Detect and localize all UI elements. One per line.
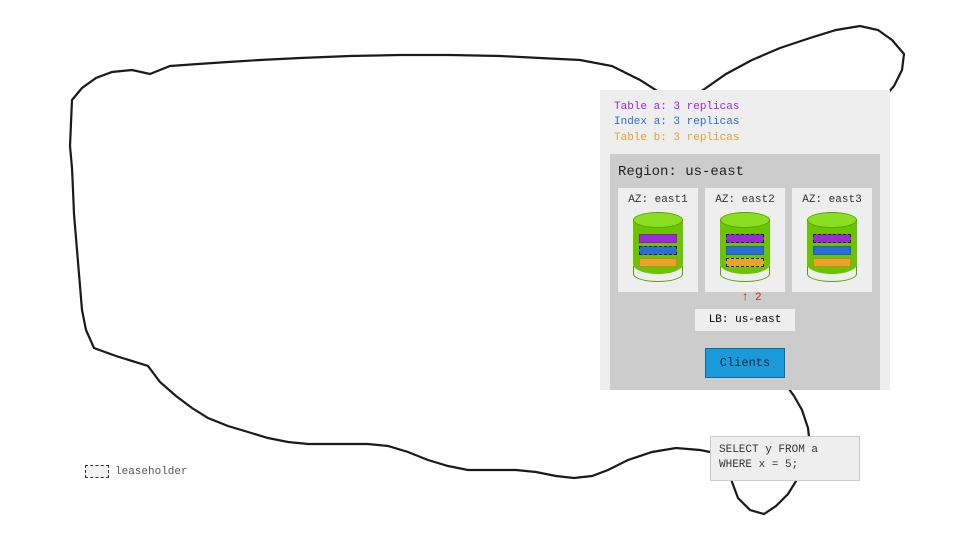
replica-stripe [813,246,851,255]
replica-legend: Table a: 3 replicasIndex a: 3 replicasTa… [610,98,880,154]
az-title: AZ: east2 [711,194,779,206]
region-title: Region: us-east [618,164,872,180]
leaseholder-swatch [85,465,109,478]
replica-stripe-leaseholder [813,234,851,243]
replica-stripe [639,234,677,243]
az-title: AZ: east3 [798,194,866,206]
route-arrow-icon: ↑ [741,290,748,304]
legend-leaseholder: leaseholder [85,465,188,478]
sql-line-2: WHERE x = 5; [719,458,851,473]
diagram-stage: leaseholder Table a: 3 replicasIndex a: … [0,0,960,540]
load-balancer-box: LB: us-east [694,308,796,332]
legend-line: Table a: 3 replicas [614,100,876,115]
database-cylinder-icon [720,212,770,282]
route-arrow-label: 2 [755,292,762,304]
route-arrow-row: ↑ 2 [618,290,872,310]
clients-button[interactable]: Clients [705,348,785,378]
sql-line-1: SELECT y FROM a [719,443,851,458]
availability-zone: AZ: east1 [618,188,698,292]
replica-stripe-leaseholder [639,246,677,255]
legend-line: Table b: 3 replicas [614,131,876,146]
availability-zone: AZ: east3 [792,188,872,292]
region-panel: Table a: 3 replicasIndex a: 3 replicasTa… [600,90,890,390]
replica-stripe-leaseholder [726,258,764,267]
availability-zone: AZ: east2 [705,188,785,292]
replica-stripe [726,246,764,255]
replica-stripe [813,258,851,267]
region-box: Region: us-east AZ: east1AZ: east2AZ: ea… [610,154,880,390]
az-row: AZ: east1 AZ: east2 AZ: east3 [618,188,872,292]
sql-snippet: SELECT y FROM a WHERE x = 5; [710,436,860,481]
replica-stripe [639,258,677,267]
replica-stripe-leaseholder [726,234,764,243]
database-cylinder-icon [633,212,683,282]
legend-line: Index a: 3 replicas [614,115,876,130]
az-title: AZ: east1 [624,194,692,206]
database-cylinder-icon [807,212,857,282]
leaseholder-label: leaseholder [115,466,188,478]
clients-label: Clients [720,356,770,370]
